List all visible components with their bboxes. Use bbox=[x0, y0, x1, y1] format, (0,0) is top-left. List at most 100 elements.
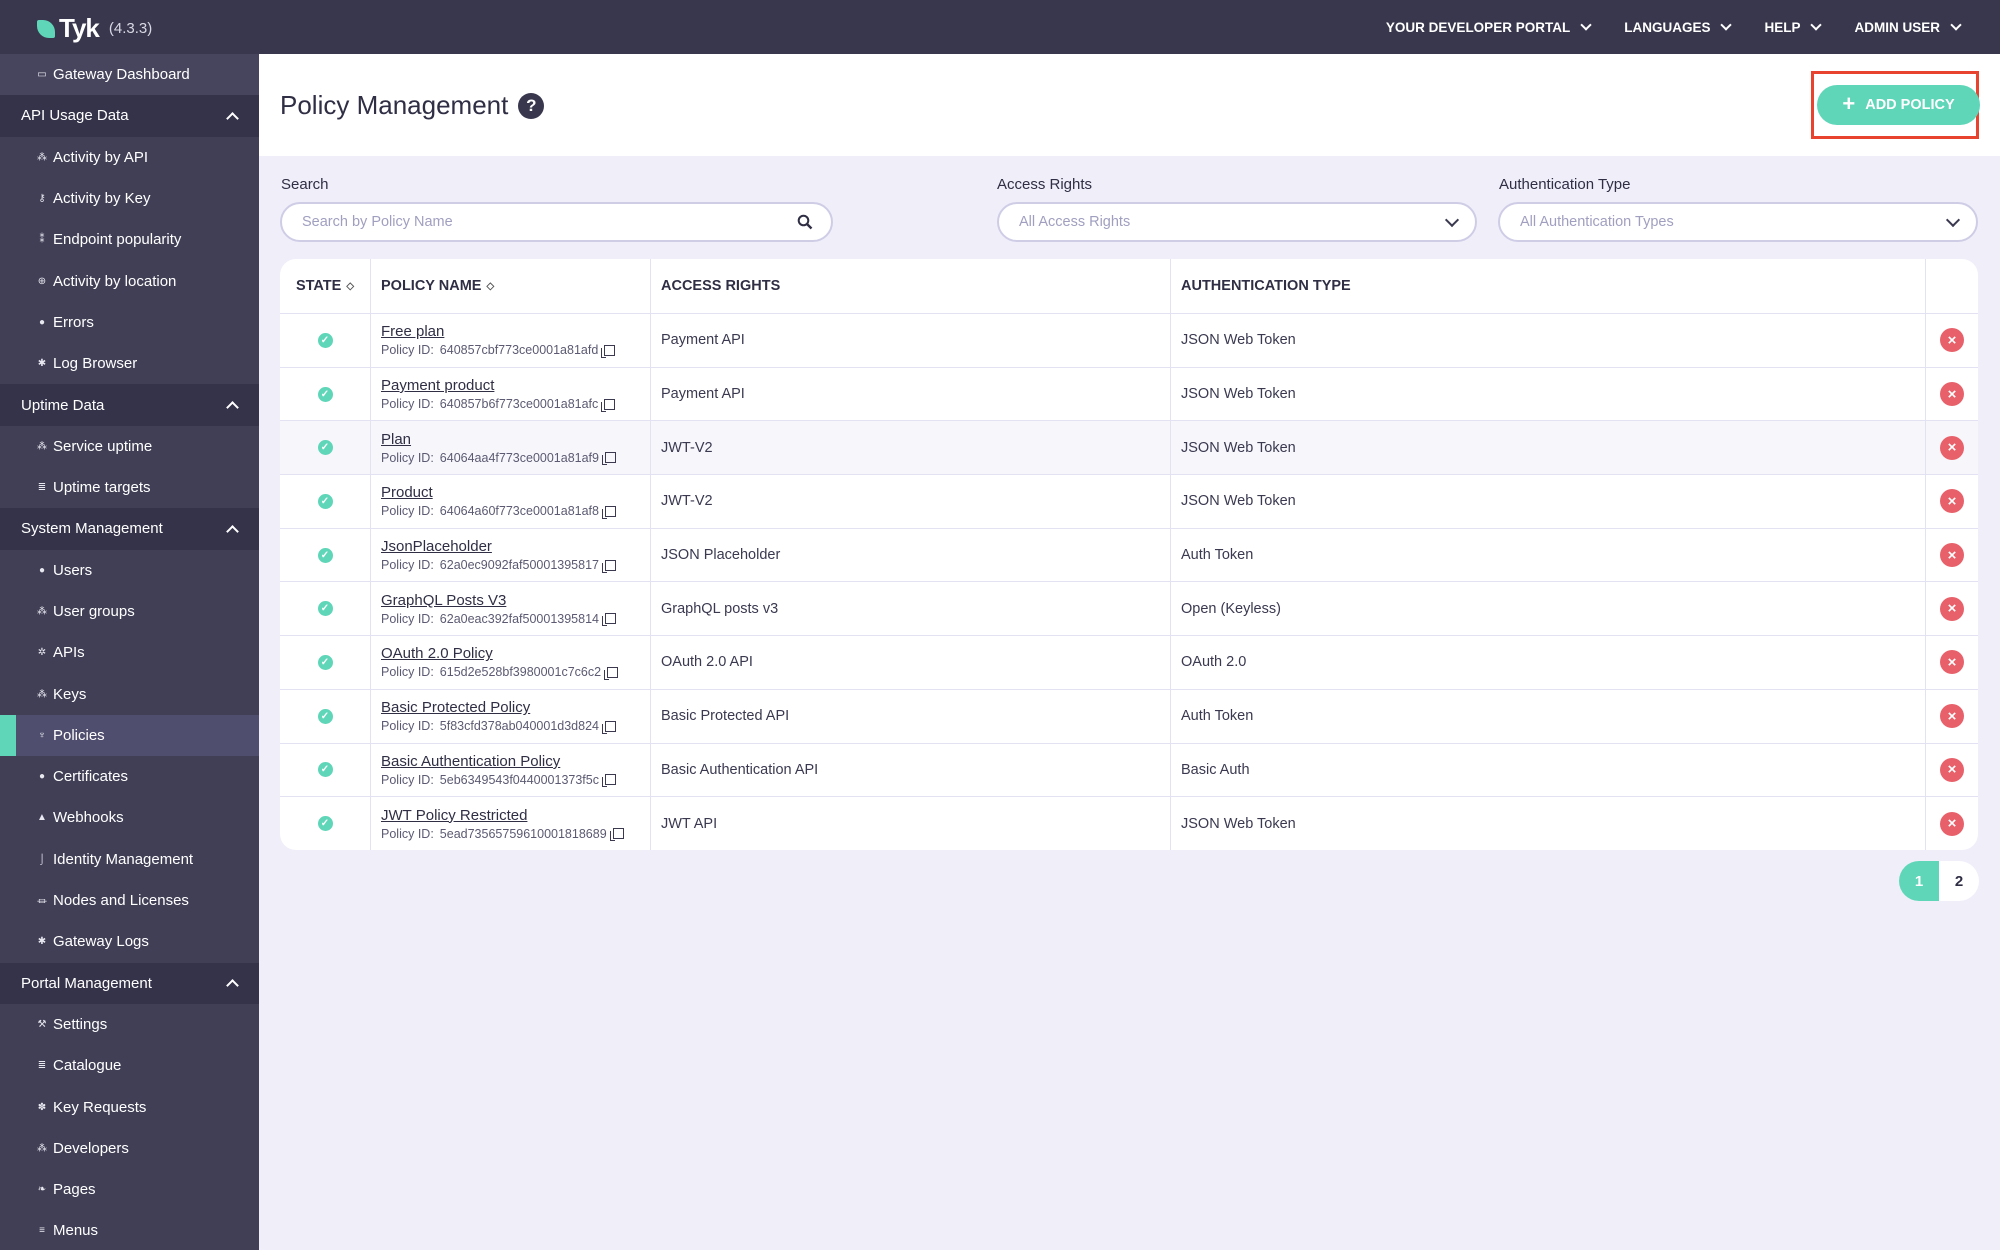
copy-icon[interactable] bbox=[601, 559, 616, 573]
auth-type-cell: Open (Keyless) bbox=[1171, 582, 1926, 636]
check-circle-icon: ✓ bbox=[317, 654, 333, 670]
page-1-button[interactable]: 1 bbox=[1899, 861, 1939, 901]
sidebar-item-service-uptime[interactable]: ⁂ Service uptime bbox=[0, 426, 259, 467]
auth-type-cell: JSON Web Token bbox=[1171, 797, 1926, 850]
delete-icon[interactable]: × bbox=[1940, 328, 1964, 353]
sidebar-item-label: Uptime targets bbox=[53, 479, 151, 497]
column-state[interactable]: STATE ◇ bbox=[280, 259, 371, 313]
sidebar-item-user-groups[interactable]: ⁂ User groups bbox=[0, 591, 259, 632]
tyk-logo[interactable]: Tyk (4.3.3) bbox=[37, 13, 152, 44]
sidebar-section-portal-management[interactable]: Portal Management bbox=[0, 962, 259, 1004]
table-row: ✓ JsonPlaceholder Policy ID: 62a0ec9092faf5… bbox=[280, 527, 1978, 582]
delete-icon[interactable]: × bbox=[1940, 543, 1964, 568]
sidebar-item-identity-management[interactable]: ⌡ Identity Management bbox=[0, 839, 259, 880]
delete-icon[interactable]: × bbox=[1940, 757, 1964, 782]
policy-name-link[interactable]: Basic Authentication Policy bbox=[381, 752, 561, 770]
topnav-label: HELP bbox=[1764, 19, 1801, 35]
sidebar-item-activity-by-location[interactable]: ⊕ Activity by location bbox=[0, 260, 259, 301]
copy-icon[interactable] bbox=[609, 828, 624, 842]
access-rights-select[interactable]: All Access Rights bbox=[997, 202, 1477, 242]
delete-icon[interactable]: × bbox=[1940, 382, 1964, 407]
copy-icon[interactable] bbox=[601, 720, 616, 734]
auth-type-cell: JSON Web Token bbox=[1171, 314, 1926, 367]
copy-icon[interactable] bbox=[601, 774, 616, 788]
sidebar-section-system-management[interactable]: System Management bbox=[0, 508, 259, 550]
page-2-button[interactable]: 2 bbox=[1954, 872, 1964, 890]
sidebar-item-gateway-dashboard[interactable]: ▭ Gateway Dashboard bbox=[0, 54, 259, 96]
sidebar-item-activity-by-key[interactable]: ⚷ Activity by Key bbox=[0, 178, 259, 219]
delete-icon[interactable]: × bbox=[1940, 811, 1964, 836]
topnav-item[interactable]: ADMIN USER bbox=[1854, 19, 1962, 35]
delete-icon[interactable]: × bbox=[1940, 435, 1964, 460]
chevron-up-icon[interactable] bbox=[226, 979, 239, 993]
sidebar-section-uptime-data[interactable]: Uptime Data bbox=[0, 384, 259, 426]
sidebar-item-nodes-and-licenses[interactable]: ⏛ Nodes and Licenses bbox=[0, 880, 259, 921]
sort-icon[interactable]: ◇ bbox=[486, 280, 495, 292]
copy-icon[interactable] bbox=[601, 505, 616, 519]
actions-cell: × bbox=[1926, 636, 1978, 689]
sidebar-section-label: Portal Management bbox=[21, 974, 152, 992]
sidebar-item-apis[interactable]: ✲ APIs bbox=[0, 632, 259, 673]
policy-name-link[interactable]: Basic Protected Policy bbox=[381, 699, 531, 717]
sidebar-item-log-browser[interactable]: ✱ Log Browser bbox=[0, 343, 259, 384]
delete-icon[interactable]: × bbox=[1940, 650, 1964, 675]
table-row: ✓ OAuth 2.0 Policy Policy ID: 615d2e528bf39… bbox=[280, 635, 1978, 689]
sidebar-item-uptime-targets[interactable]: ≣ Uptime targets bbox=[0, 467, 259, 508]
policy-name-link[interactable]: Payment product bbox=[381, 377, 495, 395]
sidebar-item-developers[interactable]: ⁂ Developers bbox=[0, 1128, 259, 1169]
policy-name-link[interactable]: GraphQL Posts V3 bbox=[381, 591, 507, 609]
chevron-up-icon[interactable] bbox=[226, 112, 239, 125]
copy-icon[interactable] bbox=[601, 344, 616, 358]
tyk-leaf-icon bbox=[37, 19, 55, 38]
help-icon[interactable]: ? bbox=[518, 92, 545, 119]
auth-type-select[interactable]: All Authentication Types bbox=[1498, 202, 1978, 242]
sidebar-item-catalogue[interactable]: ≣ Catalogue bbox=[0, 1045, 259, 1086]
policy-name-link[interactable]: OAuth 2.0 Policy bbox=[381, 645, 493, 663]
delete-icon[interactable]: × bbox=[1940, 704, 1964, 729]
sidebar-item-errors[interactable]: ● Errors bbox=[0, 302, 259, 343]
search-icon[interactable] bbox=[797, 214, 813, 230]
chevron-down-icon bbox=[1720, 19, 1733, 31]
topnav-item[interactable]: YOUR DEVELOPER PORTAL bbox=[1386, 19, 1592, 35]
policy-id-value: 64064aa4f773ce0001a81af9 bbox=[439, 450, 599, 465]
sidebar-item-label: Gateway Dashboard bbox=[53, 66, 190, 84]
copy-icon[interactable] bbox=[601, 452, 616, 466]
policy-name-link[interactable]: Free plan bbox=[381, 323, 445, 341]
sidebar-item-endpoint-popularity[interactable]: ⁑ Endpoint popularity bbox=[0, 219, 259, 260]
policy-name-cell: OAuth 2.0 Policy Policy ID: 615d2e528bf398… bbox=[371, 636, 651, 689]
column-policy-name[interactable]: POLICY NAME ◇ bbox=[371, 259, 651, 313]
topnav-item[interactable]: HELP bbox=[1764, 19, 1823, 35]
sidebar-item-users[interactable]: ● Users bbox=[0, 550, 259, 591]
sidebar-section-api-usage-data[interactable]: API Usage Data bbox=[0, 95, 259, 137]
add-policy-button[interactable]: + ADD POLICY bbox=[1817, 85, 1980, 125]
sidebar-item-gateway-logs[interactable]: ✱ Gateway Logs bbox=[0, 921, 259, 962]
delete-icon[interactable]: × bbox=[1940, 489, 1964, 514]
copy-icon[interactable] bbox=[601, 613, 616, 627]
chevron-up-icon[interactable] bbox=[226, 525, 239, 538]
sidebar-item-menus[interactable]: ≡ Menus bbox=[0, 1210, 259, 1250]
sidebar-item-pages[interactable]: ❧ Pages bbox=[0, 1169, 259, 1210]
policy-name-link[interactable]: Plan bbox=[381, 430, 412, 448]
search-input[interactable] bbox=[302, 214, 762, 230]
policy-id-prefix: Policy ID: bbox=[381, 719, 434, 734]
sidebar-item-keys[interactable]: ⁂ Keys bbox=[0, 673, 259, 714]
cogs-icon: ✲ bbox=[37, 647, 47, 659]
globe-icon: ⊕ bbox=[37, 275, 47, 287]
policy-name-link[interactable]: JsonPlaceholder bbox=[381, 538, 492, 556]
access-rights-value: JWT API bbox=[661, 815, 718, 832]
sort-icon[interactable]: ◇ bbox=[346, 280, 355, 292]
copy-icon[interactable] bbox=[601, 398, 616, 412]
copy-icon[interactable] bbox=[604, 666, 619, 680]
delete-icon[interactable]: × bbox=[1940, 596, 1964, 621]
policy-name-link[interactable]: Product bbox=[381, 484, 433, 502]
topnav-item[interactable]: LANGUAGES bbox=[1624, 19, 1733, 35]
sidebar-item-policies[interactable]: ♆ Policies bbox=[0, 714, 259, 757]
sidebar-item-webhooks[interactable]: ▲ Webhooks bbox=[0, 797, 259, 838]
sidebar-item-key-requests[interactable]: ✽ Key Requests bbox=[0, 1086, 259, 1127]
sidebar-item-activity-by-api[interactable]: ⁂ Activity by API bbox=[0, 137, 259, 178]
chevron-up-icon[interactable] bbox=[226, 401, 239, 414]
search-field[interactable] bbox=[280, 202, 833, 242]
sidebar-item-certificates[interactable]: ● Certificates bbox=[0, 756, 259, 797]
policy-name-link[interactable]: JWT Policy Restricted bbox=[381, 806, 528, 824]
sidebar-item-settings[interactable]: ⚒ Settings bbox=[0, 1004, 259, 1045]
